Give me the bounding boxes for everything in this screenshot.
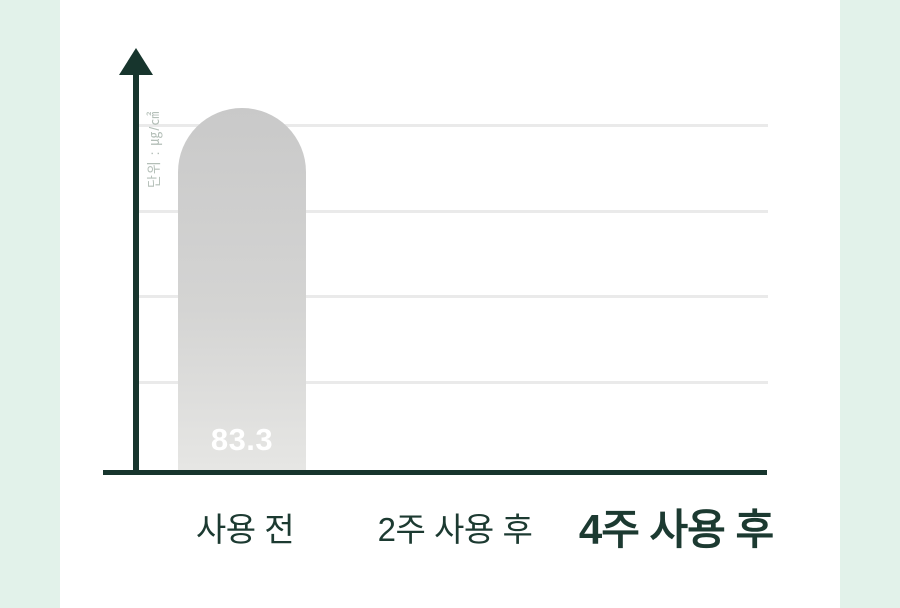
bar-before-use: 83.3 [178,108,306,470]
x-axis-line [103,470,767,475]
gridline [136,381,768,384]
gridline [136,210,768,213]
gridline [136,295,768,298]
tick-label-after-4-weeks: 4주 사용 후 [578,506,774,553]
unit-label: 단위 : ㎍/㎠ [146,110,162,188]
gridline [136,124,768,127]
y-axis-line [133,66,139,472]
tick-label-after-2-weeks: 2주 사용 후 [377,511,533,548]
bar-value-label: 83.3 [210,422,274,457]
right-border-strip [840,0,900,608]
left-border-strip [0,0,60,608]
tick-label-before-use: 사용 전 [195,511,295,548]
